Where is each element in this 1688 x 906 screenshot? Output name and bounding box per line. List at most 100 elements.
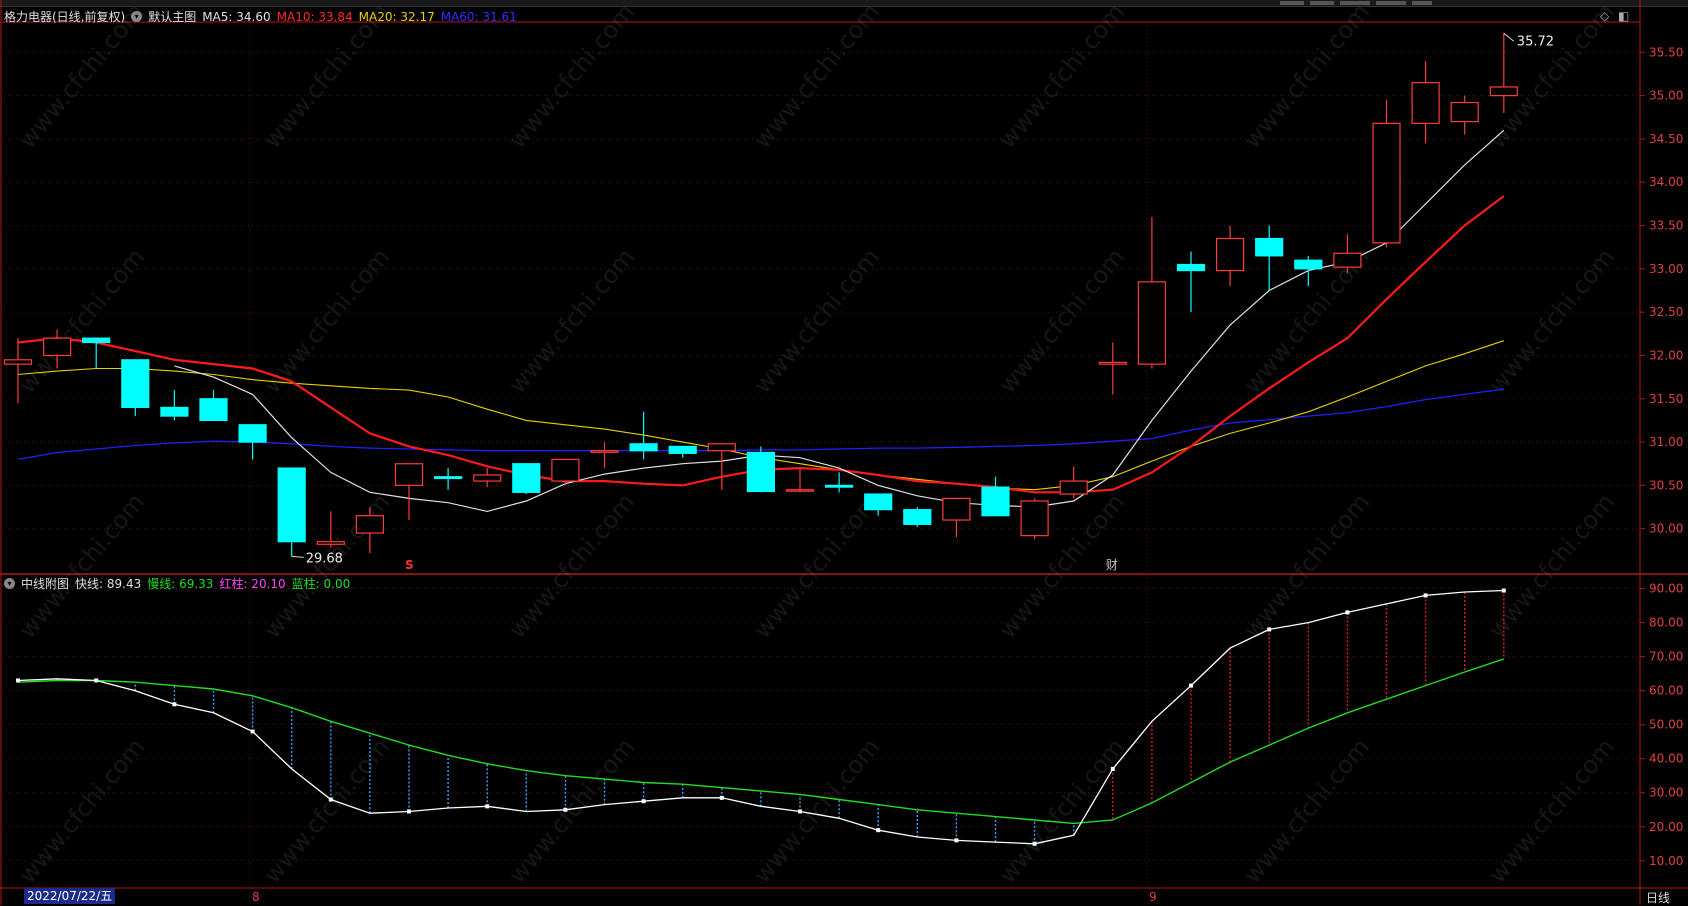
fast-line-point — [94, 678, 99, 683]
high-price-label: 35.72 — [1517, 34, 1554, 49]
candle-body — [42, 337, 72, 357]
candle-body — [903, 509, 932, 525]
watermark-text: www.cfchi.com — [993, 0, 1130, 154]
candlestick — [199, 390, 228, 422]
fast-line-point — [1110, 766, 1115, 771]
candlestick — [1333, 234, 1362, 274]
y-tick-label: 34.50 — [1649, 132, 1683, 146]
candlestick — [512, 463, 541, 495]
candle-body — [1294, 259, 1323, 270]
candlestick — [668, 445, 697, 458]
y-tick-label: 30.00 — [1649, 786, 1683, 800]
candlestick — [981, 476, 1010, 517]
diamond-icon[interactable]: ◇ — [1600, 9, 1610, 23]
fast-line-point — [485, 804, 490, 809]
candlestick — [473, 468, 502, 488]
indicator-label[interactable]: 中线附图 — [21, 577, 70, 591]
fast-line-value: 快线: 89.43 — [75, 577, 142, 591]
toolbar-tab[interactable] — [1412, 1, 1432, 5]
red-bar-value: 红柱: 20.10 — [219, 577, 286, 591]
period-label[interactable]: 日线 — [1646, 891, 1671, 905]
watermark-text: www.cfchi.com — [258, 243, 395, 399]
toolbar-tab[interactable] — [1280, 1, 1304, 5]
candlestick — [82, 337, 111, 369]
high-arrow — [1503, 32, 1515, 42]
watermark-text: www.cfchi.com — [503, 0, 640, 154]
watermark-text: www.cfchi.com — [1238, 733, 1375, 889]
panel-toggle-icon[interactable]: ◧ — [1618, 9, 1630, 23]
ma10-value: MA10: 33.84 — [276, 9, 353, 24]
candlestick — [160, 390, 189, 421]
candle-body — [1489, 86, 1518, 97]
y-tick-label: 35.00 — [1649, 89, 1683, 103]
y-tick-label: 30.50 — [1649, 478, 1683, 492]
y-tick-label: 80.00 — [1649, 616, 1683, 630]
toolbar-tab[interactable] — [1376, 1, 1406, 5]
candle-body — [746, 451, 776, 493]
candle-body — [3, 359, 33, 365]
fast-line-point — [1189, 683, 1193, 688]
slow-line — [17, 658, 1505, 825]
watermark-text: www.cfchi.com — [748, 243, 885, 399]
chevron-down-icon[interactable]: ▾ — [131, 11, 143, 22]
main-chart-label[interactable]: 默认主图 — [148, 10, 197, 24]
fast-line-point — [798, 809, 802, 814]
fast-line-point — [172, 702, 177, 707]
watermark-text: www.cfchi.com — [503, 243, 640, 399]
y-tick-label: 50.00 — [1649, 718, 1683, 732]
watermark-text: www.cfchi.com — [748, 733, 885, 889]
candlestick — [707, 443, 736, 490]
signal-marker-s: S — [405, 558, 414, 572]
watermark-text: www.cfchi.com — [993, 733, 1130, 889]
fast-line-point — [1032, 841, 1037, 846]
candlestick — [590, 442, 619, 469]
candle-body — [1059, 480, 1088, 495]
top-toolbar — [0, 0, 1688, 7]
fast-line-point — [1345, 610, 1350, 615]
low-arrow — [291, 555, 304, 558]
candle-body — [434, 476, 463, 480]
candlestick — [42, 329, 72, 369]
candlestick — [942, 497, 971, 538]
month-tick-label: 9 — [1149, 890, 1157, 904]
fast-line — [17, 589, 1504, 845]
toolbar-tab[interactable] — [1340, 1, 1370, 5]
candle-body — [668, 445, 697, 454]
main-chart-header: 格力电器(日线,前复权) ▾ 默认主图 MA5: 34.60 MA10: 33.… — [4, 8, 517, 25]
y-tick-label: 60.00 — [1649, 684, 1683, 698]
watermark-text: www.cfchi.com — [1238, 488, 1375, 644]
candle-body — [82, 337, 111, 344]
fast-line-point — [876, 828, 881, 833]
watermark-text: www.cfchi.com — [503, 488, 640, 644]
candle-body — [942, 497, 971, 521]
candle-body — [864, 493, 893, 511]
candlestick — [746, 446, 776, 493]
fast-line-point — [250, 729, 255, 734]
ma5-line — [174, 129, 1505, 513]
candlestick — [434, 468, 463, 490]
y-tick-label: 32.50 — [1649, 305, 1683, 319]
stock-title: 格力电器(日线,前复权) — [4, 10, 126, 24]
candle-body — [1333, 252, 1362, 268]
candle-body — [316, 541, 345, 545]
candle-body — [629, 443, 658, 452]
slow-line-value: 慢线: 69.33 — [147, 577, 214, 591]
chevron-down-icon[interactable]: ▾ — [4, 578, 15, 589]
toolbar-tab[interactable] — [1310, 1, 1334, 5]
y-tick-label: 90.00 — [1649, 582, 1683, 596]
fast-line-point — [641, 799, 646, 804]
candlestick — [1059, 466, 1088, 499]
candlestick — [864, 493, 893, 516]
candle-body — [394, 463, 424, 486]
candle-body — [473, 474, 502, 482]
candlestick — [1372, 99, 1401, 248]
cursor-date-label: 2022/07/22/五 — [24, 888, 116, 904]
fast-line-point — [16, 678, 20, 683]
candlestick — [629, 411, 658, 460]
fast-line-point — [1501, 588, 1506, 593]
candle-body — [1215, 237, 1245, 272]
candle-body — [981, 486, 1010, 517]
y-tick-label: 33.50 — [1649, 219, 1683, 233]
candlestick — [1450, 95, 1479, 135]
candle-body — [199, 398, 228, 422]
